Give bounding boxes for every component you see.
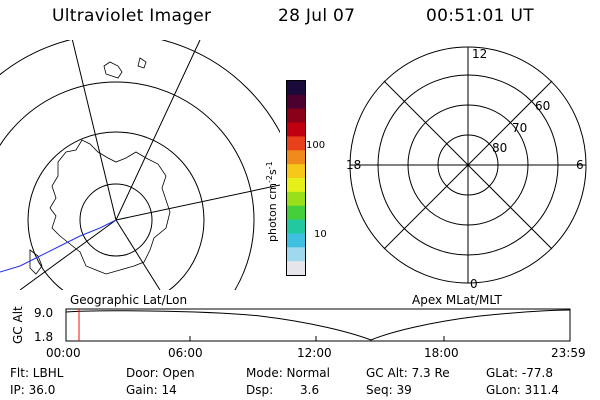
time-label: 00:51:01 UT <box>426 6 534 26</box>
alt-tick-0600: 06:00 <box>168 346 203 360</box>
meridian-line <box>71 40 117 221</box>
alt-ymax: 9.0 <box>34 306 53 320</box>
lat-circle <box>27 131 205 290</box>
altitude-curve <box>65 309 571 341</box>
geographic-map <box>0 40 280 290</box>
seq-info: Seq: 39 <box>366 383 412 397</box>
lat-60-label: 60 <box>535 99 550 113</box>
colorbar-unit-label: photon cm-2s-1 <box>265 161 279 242</box>
gc-alt-info: GC Alt: 7.3 Re <box>366 366 450 380</box>
colorbar-unit-text: photon cm-2s-1 <box>265 161 279 242</box>
color-bar <box>286 80 306 276</box>
landmass-fragment <box>137 57 147 69</box>
date-label: 28 Jul 07 <box>278 6 356 26</box>
polar-plot: 12 18 6 0 60 70 80 <box>346 46 587 291</box>
continent-outline <box>49 139 171 275</box>
alt-tick-2359: 23:59 <box>551 346 586 360</box>
color-bar-segment <box>287 108 305 124</box>
mode-info: Mode: Normal <box>246 366 330 380</box>
gain-info: Gain: 14 <box>126 383 177 397</box>
ip-info: IP: 36.0 <box>10 383 56 397</box>
geographic-label: Geographic Lat/Lon <box>70 293 188 307</box>
lat-circle <box>79 183 153 257</box>
mlt-18-label: 18 <box>346 158 361 172</box>
lat-70-label: 70 <box>512 121 527 135</box>
mlt-0-label: 0 <box>470 277 478 291</box>
glat-info: GLat: -77.8 <box>486 366 553 380</box>
lat-80-label: 80 <box>492 141 507 155</box>
satellite-track <box>0 219 117 273</box>
alt-ymin: 1.8 <box>34 330 53 344</box>
glon-info: GLon: 311.4 <box>486 383 559 397</box>
color-bar-gradient <box>286 80 306 276</box>
alt-tick-0000: 00:00 <box>46 346 81 360</box>
color-bar-segment <box>287 122 305 137</box>
alt-tick-1200: 12:00 <box>297 346 332 360</box>
color-bar-segment <box>287 81 305 96</box>
alt-chart-frame <box>65 308 571 342</box>
altitude-chart: GC Alt 9.0 1.8 <box>11 306 571 344</box>
dsp-value: 3.6 <box>300 383 320 397</box>
colorbar-tick-10: 10 <box>314 229 327 240</box>
meridian-line <box>115 184 280 221</box>
door-info: Door: Open <box>126 366 195 380</box>
lat-circle <box>0 40 280 134</box>
polar-diagonal <box>383 80 553 250</box>
color-bar-segment <box>287 191 305 207</box>
landmass-fragment <box>29 249 43 275</box>
mlt-6-label: 6 <box>576 158 584 172</box>
color-bar-border <box>286 80 306 276</box>
meridian-line <box>115 40 201 221</box>
landmass-fragment <box>103 61 123 79</box>
color-bar-segment <box>287 178 305 193</box>
color-bar-segment <box>287 136 305 151</box>
color-bar-segment <box>287 94 305 110</box>
instrument-title: Ultraviolet Imager <box>52 6 212 26</box>
filter-info: Flt: LBHL <box>10 366 64 380</box>
color-bar-segment <box>287 164 305 179</box>
mlt-12-label: 12 <box>472 47 487 61</box>
alt-tick-1800: 18:00 <box>424 346 459 360</box>
apex-label: Apex MLat/MLT <box>412 293 502 307</box>
color-bar-segment <box>287 261 305 276</box>
lat-circle <box>0 81 255 290</box>
colorbar-tick-100: 100 <box>306 140 326 151</box>
color-bar-segment <box>287 205 305 221</box>
meridian-line <box>115 219 161 290</box>
dsp-label: Dsp: <box>246 383 274 397</box>
color-bar-segment <box>287 219 305 234</box>
meridian-line <box>19 219 117 290</box>
color-bar-segment <box>287 233 305 248</box>
alt-ylabel: GC Alt <box>11 306 25 344</box>
color-bar-segment <box>287 247 305 262</box>
color-bar-segment <box>287 150 305 165</box>
